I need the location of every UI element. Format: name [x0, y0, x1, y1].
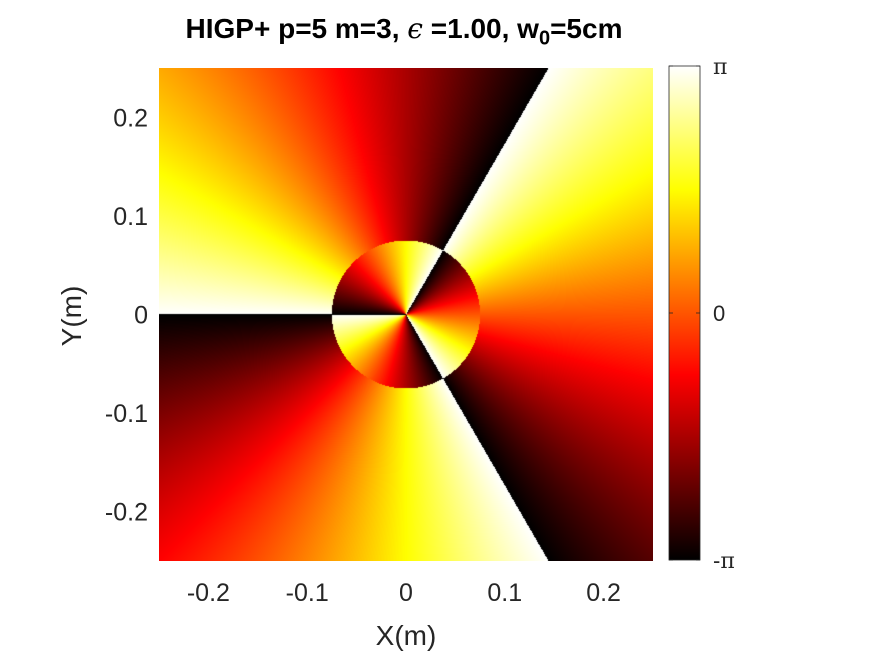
y-tick-label: -0.1 [105, 400, 148, 428]
y-tick-label: 0 [134, 302, 148, 330]
x-tick-label: -0.2 [187, 579, 230, 607]
y-tick-label: 0.1 [113, 203, 148, 231]
title-subscript: 0 [538, 27, 551, 50]
y-tick-label: -0.2 [105, 499, 148, 527]
chart-title: HIGP+ p=5 m=3, ϵ =1.00, w0=5cm [0, 12, 808, 51]
colorbar [668, 65, 701, 561]
heatmap-area [159, 68, 653, 561]
y-tick-label: 0.2 [113, 104, 148, 132]
x-tick-label: -0.1 [286, 579, 329, 607]
x-tick-label: 0.2 [586, 579, 621, 607]
y-axis-label: Y(m) [56, 286, 87, 347]
x-axis-label: X(m) [376, 620, 437, 651]
x-tick-label: 0.1 [487, 579, 522, 607]
colorbar-tick-label: -π [713, 548, 735, 574]
title-epsilon: ϵ [407, 12, 423, 45]
title-epsilon-part: =1.00, w [422, 13, 539, 44]
phase-heatmap [159, 68, 653, 561]
x-tick-label: 0 [399, 579, 413, 607]
title-suffix: =5cm [550, 13, 623, 44]
colorbar-tick-label: π [713, 55, 727, 80]
colorbar-tick-label: 0 [713, 301, 725, 326]
title-prefix: HIGP+ p=5 m=3, [185, 13, 408, 44]
